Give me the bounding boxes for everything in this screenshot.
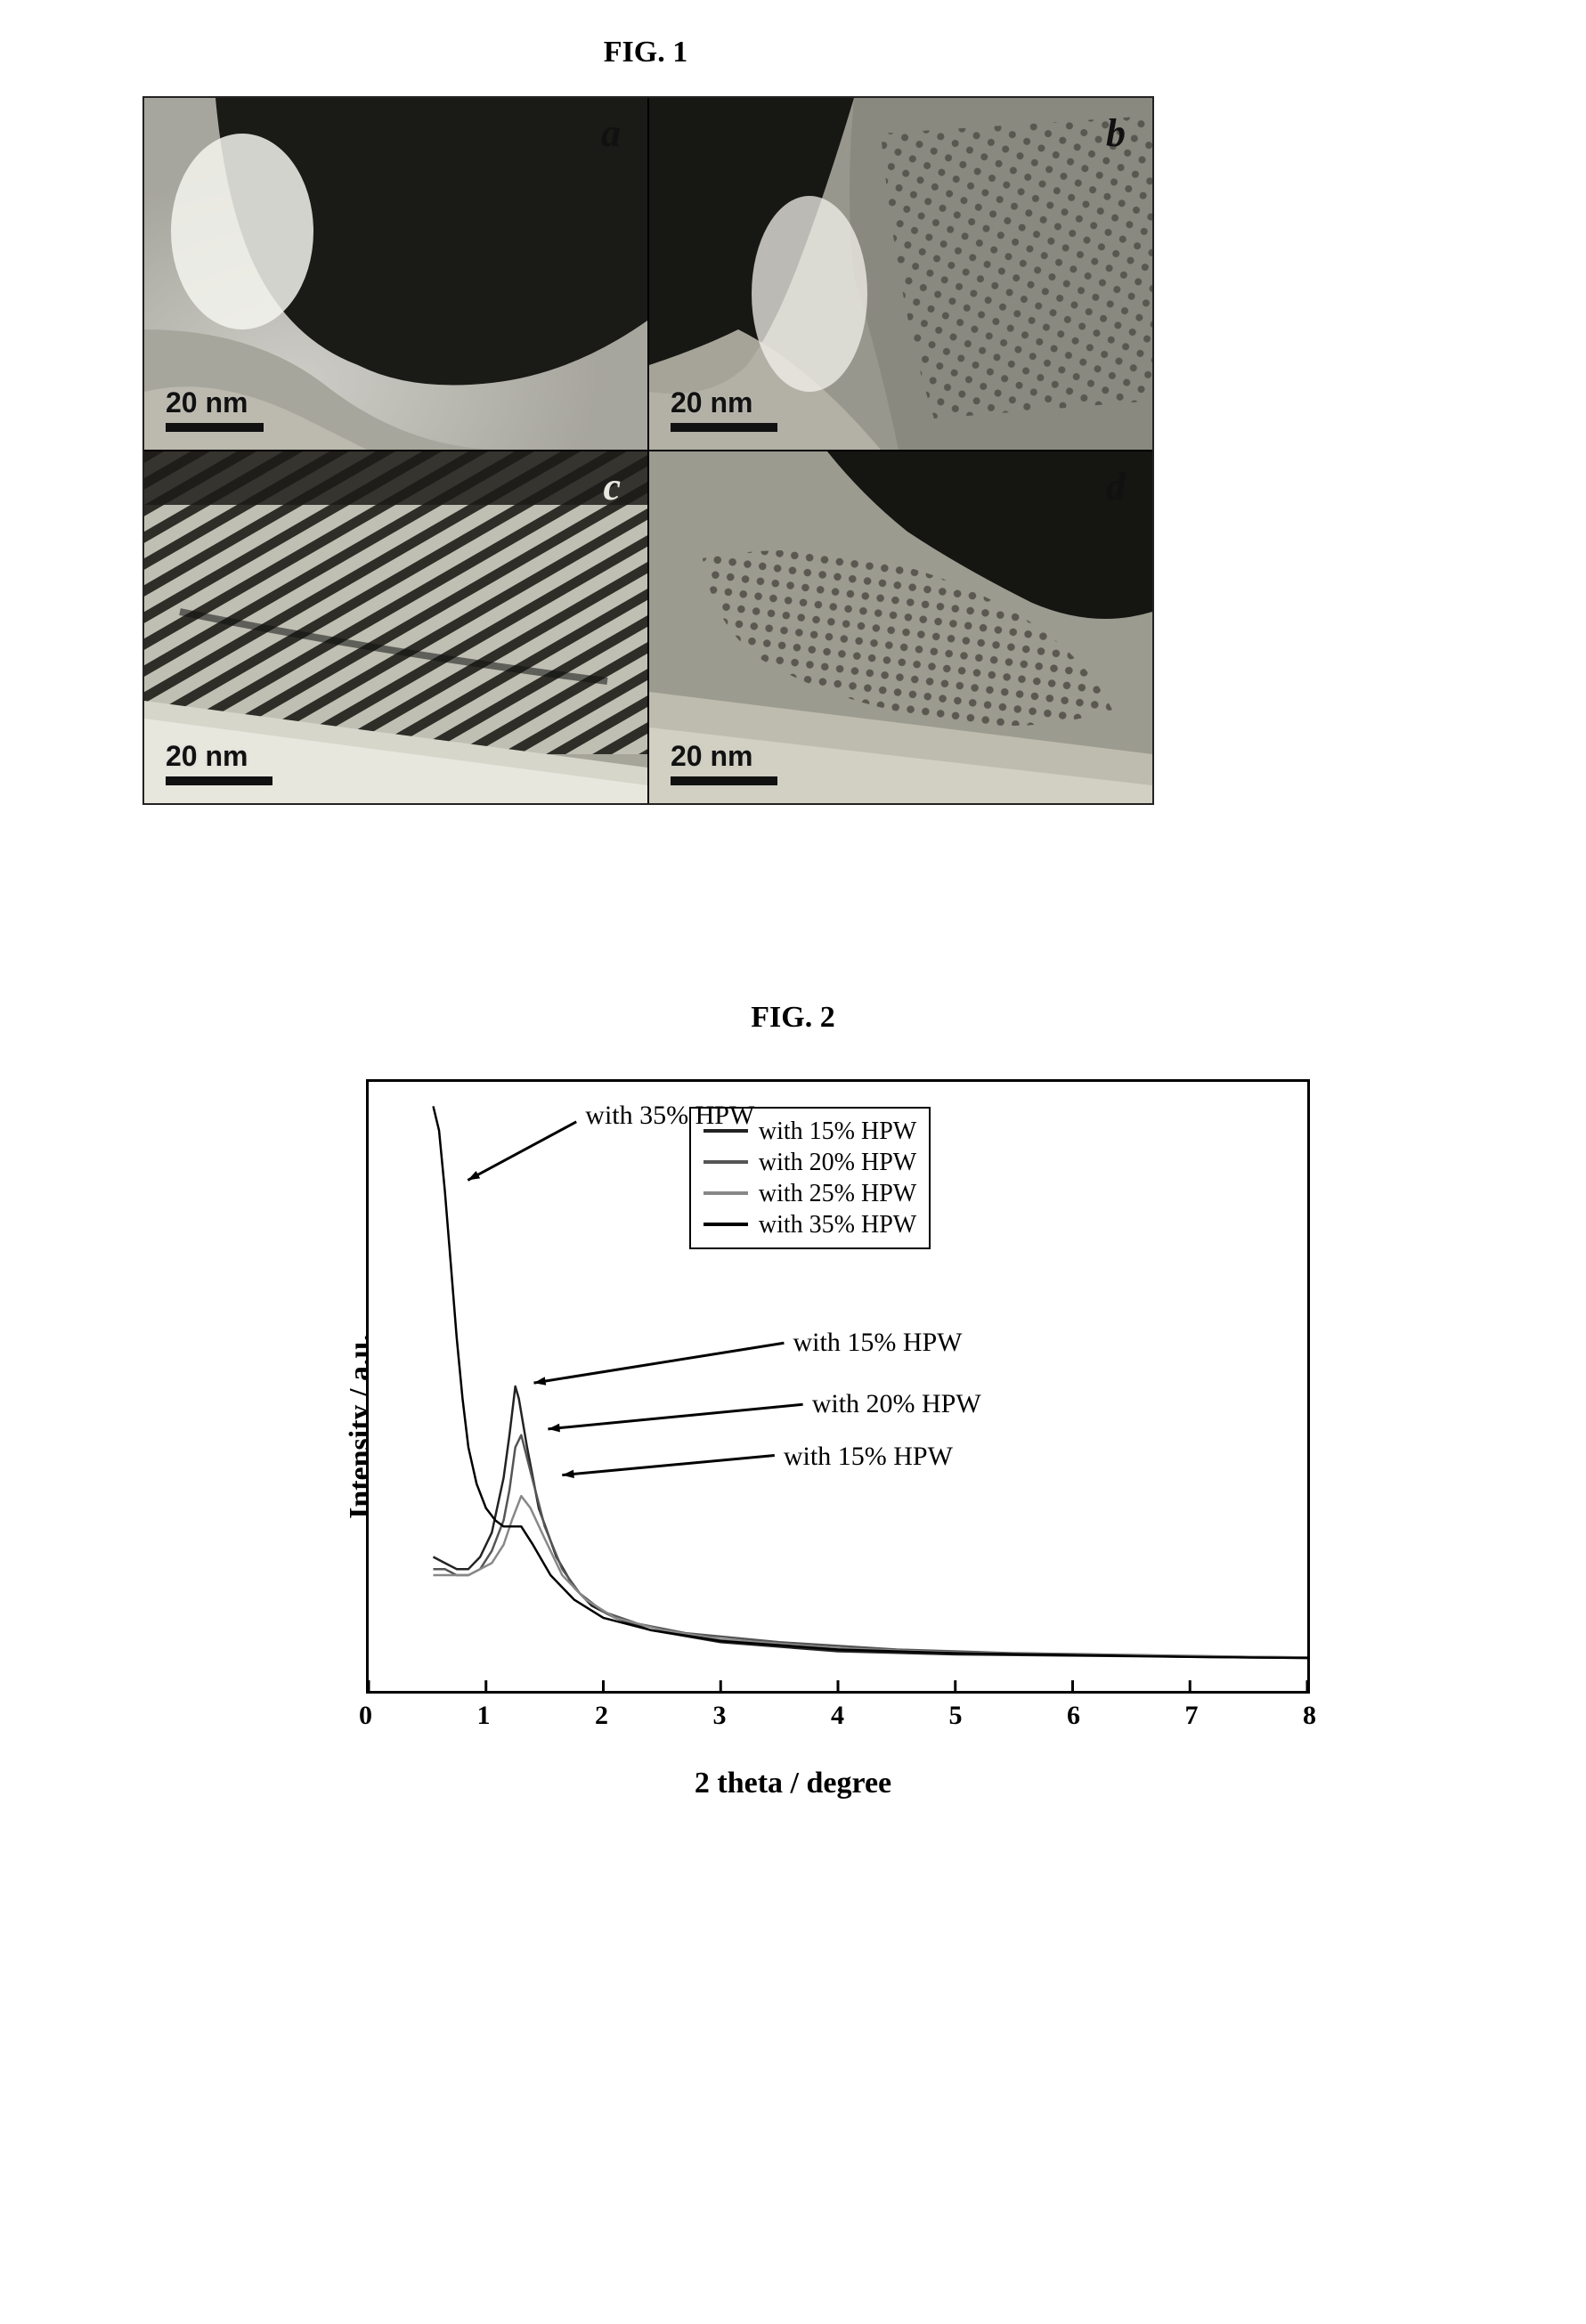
panel-a-label: a [601, 110, 621, 156]
figure-1: FIG. 1 a 20 n [142, 36, 1154, 805]
scalebar-d: 20 nm [671, 740, 777, 785]
x-tick-label: 0 [359, 1701, 372, 1731]
x-tick-label: 3 [713, 1701, 727, 1731]
scalebar-a-text: 20 nm [166, 386, 248, 419]
xrd-chart: Intensity / a.u. with 15% HPWwith 20% HP… [250, 1061, 1337, 1792]
panel-c-label: c [603, 464, 621, 509]
scalebar-b-line [671, 423, 777, 432]
panel-b-label: b [1106, 110, 1126, 156]
figure-1-grid: a 20 nm [142, 96, 1154, 805]
scalebar-c-text: 20 nm [166, 740, 248, 773]
x-tick-label: 2 [595, 1701, 608, 1731]
x-tick-label: 5 [949, 1701, 963, 1731]
x-tick-label: 4 [831, 1701, 844, 1731]
plot-area: with 15% HPWwith 20% HPWwith 25% HPWwith… [366, 1079, 1310, 1694]
panel-d: d 20 nm [649, 451, 1152, 803]
panel-d-label: d [1106, 464, 1126, 509]
x-tick-label: 1 [477, 1701, 491, 1731]
panel-a: a 20 nm [144, 98, 647, 450]
scalebar-c-line [166, 776, 272, 785]
scalebar-a: 20 nm [166, 386, 264, 432]
scalebar-d-text: 20 nm [671, 740, 752, 773]
scalebar-d-line [671, 776, 777, 785]
figure-1-title: FIG. 1 [142, 36, 1149, 69]
x-axis-label: 2 theta / degree [695, 1767, 891, 1800]
x-tick-label: 6 [1067, 1701, 1080, 1731]
panel-b: b 20 nm [649, 98, 1152, 450]
scalebar-b-text: 20 nm [671, 386, 752, 419]
x-ticks: 012345678 [366, 1701, 1310, 1736]
scalebar-a-line [166, 423, 264, 432]
figure-2-title: FIG. 2 [751, 1001, 834, 1035]
scalebar-c: 20 nm [166, 740, 272, 785]
scalebar-b: 20 nm [671, 386, 777, 432]
x-tick-label: 7 [1185, 1701, 1199, 1731]
page-container: FIG. 1 a 20 n [0, 36, 1586, 1792]
annotation-arrow [369, 1082, 1313, 1696]
figure-2: FIG. 2 Intensity / a.u. with 15% HPWwith… [0, 1001, 1586, 1792]
panel-c: c 20 nm [144, 451, 647, 803]
x-tick-label: 8 [1303, 1701, 1316, 1731]
